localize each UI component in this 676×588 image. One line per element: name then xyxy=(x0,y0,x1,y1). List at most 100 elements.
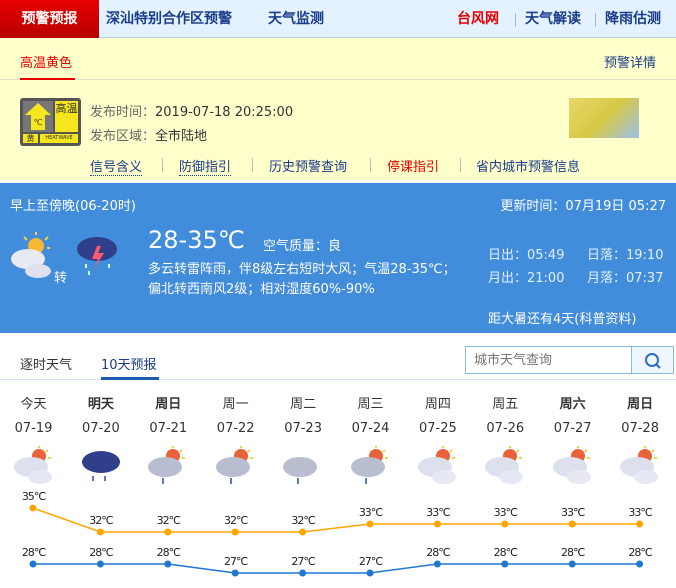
high-temp-label: 33℃ xyxy=(493,506,518,519)
tab-hourly[interactable]: 逐时天气 xyxy=(20,358,73,373)
low-temp-point xyxy=(366,569,374,577)
ten-day-forecast: 今天 07-19 明天 07-20 周日 07-21 周一 07-22 周二 07-23 周三 07-… xyxy=(0,380,676,588)
low-temp-label: 27℃ xyxy=(358,555,383,568)
low-temp-label: 27℃ xyxy=(224,555,248,568)
date-label: 07-28 xyxy=(621,421,659,436)
partly-cloudy-icon xyxy=(539,446,606,490)
link-class-suspension[interactable]: 停课指引 xyxy=(387,160,440,175)
partly-cloudy-icon xyxy=(0,446,67,490)
day-label: 周五 xyxy=(492,397,519,412)
solar-term-link[interactable]: 距大暑还有4天(科普资料) xyxy=(488,312,637,327)
high-temp-point xyxy=(96,528,104,536)
low-temp-line xyxy=(33,563,640,574)
low-temp-point xyxy=(568,560,576,568)
date-label: 07-22 xyxy=(216,421,255,436)
date-label: 07-23 xyxy=(284,421,322,436)
high-temp-point xyxy=(568,520,576,528)
issue-time: 发布时间：2019-07-18 20:25:00 xyxy=(90,105,294,120)
day-label: 周日 xyxy=(627,397,654,412)
low-temp-point xyxy=(299,569,307,577)
high-temp-point xyxy=(366,520,374,528)
moonset: 月落：07:37 xyxy=(587,271,664,286)
current-weather-panel: 早上至傍晚(06-20时) 更新时间：07月19日 05:27 转 28-35℃… xyxy=(0,183,676,333)
low-temp-label: 28℃ xyxy=(493,546,518,559)
nav-warning-forecast[interactable]: 预警预报 xyxy=(0,0,99,38)
divider xyxy=(515,13,516,27)
forecast-tabs: 逐时天气 10天预报 xyxy=(0,340,676,380)
date-label: 07-27 xyxy=(553,421,592,436)
low-temp-point xyxy=(96,560,104,568)
low-temp-point xyxy=(433,560,441,568)
low-temp-label: 28℃ xyxy=(561,546,585,559)
tab-10-day[interactable]: 10天预报 xyxy=(101,358,157,373)
day-label: 周六 xyxy=(559,397,586,412)
high-temp-label: 32℃ xyxy=(156,514,181,527)
low-temp-point xyxy=(164,560,172,568)
search-button[interactable] xyxy=(631,346,674,374)
cloudy-shower-icon xyxy=(270,446,337,490)
warning-detail-link[interactable]: 预警详情 xyxy=(603,56,656,71)
high-temp-point xyxy=(433,520,441,528)
warning-area-map[interactable] xyxy=(569,98,639,138)
high-temp-point xyxy=(231,528,239,536)
date-label: 07-19 xyxy=(14,421,53,436)
divider xyxy=(460,158,461,172)
link-defense-guide[interactable]: 防御指引 xyxy=(179,156,232,176)
high-temp-point xyxy=(164,528,172,536)
date-label: 07-21 xyxy=(149,421,188,436)
high-temp-label: 33℃ xyxy=(561,506,585,519)
high-temp-label: 32℃ xyxy=(224,514,248,527)
tab-indicator xyxy=(20,78,75,80)
tab-indicator xyxy=(101,377,159,380)
day-label: 明天 xyxy=(87,397,114,412)
high-temp-line xyxy=(32,507,640,533)
link-province-warnings[interactable]: 省内城市预警信息 xyxy=(476,160,581,175)
high-temp-point xyxy=(636,520,644,528)
divider xyxy=(0,79,676,80)
nav-monitoring[interactable]: 天气监测 xyxy=(268,11,324,27)
nav-interpretation[interactable]: 天气解读 xyxy=(525,11,581,27)
low-temp-label: 27℃ xyxy=(291,555,315,568)
divider xyxy=(370,158,371,172)
high-temp-point xyxy=(501,520,509,528)
partly-cloudy-icon xyxy=(472,446,539,490)
day-label: 周二 xyxy=(290,397,317,412)
link-history[interactable]: 历史预警查询 xyxy=(269,160,348,175)
city-search-input[interactable] xyxy=(465,346,632,374)
tab-heat-yellow[interactable]: 高温黄色 xyxy=(20,56,73,71)
divider xyxy=(252,158,253,172)
nav-rain-estimate[interactable]: 降雨估测 xyxy=(605,11,661,27)
date-label: 07-25 xyxy=(419,421,457,436)
day-label: 周三 xyxy=(357,397,384,412)
link-signal-meaning[interactable]: 信号含义 xyxy=(90,156,143,176)
divider xyxy=(162,158,163,172)
partly-cloudy-shower-icon xyxy=(202,446,269,490)
period: 早上至傍晚(06-20时) xyxy=(10,199,136,214)
temperature-range: 28-35℃ xyxy=(148,226,245,254)
rain-icon xyxy=(67,446,134,490)
thunder-shower-icon xyxy=(72,231,122,285)
low-temp-label: 28℃ xyxy=(426,546,450,559)
day-label: 周日 xyxy=(155,397,182,412)
low-temp-label: 28℃ xyxy=(89,546,113,559)
date-label: 07-20 xyxy=(82,421,120,436)
partly-cloudy-shower-icon xyxy=(135,446,202,490)
low-temp-point xyxy=(636,560,644,568)
high-temp-label: 33℃ xyxy=(426,506,450,519)
nav-typhoon[interactable]: 台风网 xyxy=(457,11,499,27)
heat-yellow-signal-icon: ℃ 高温 黄 HEATWAVE xyxy=(20,98,81,146)
svg-text:℃: ℃ xyxy=(34,118,43,127)
partly-cloudy-icon xyxy=(404,446,471,490)
air-quality: 空气质量：良 xyxy=(263,239,342,254)
high-temp-label: 33℃ xyxy=(628,506,652,519)
low-temp-label: 28℃ xyxy=(628,546,652,559)
low-temp-point xyxy=(501,560,509,568)
high-temp-point xyxy=(29,504,37,512)
divider xyxy=(595,13,596,27)
weather-desc-2: 偏北转西南风2级；相对湿度60%-90% xyxy=(148,282,375,297)
moonrise: 月出：21:00 xyxy=(488,271,565,286)
high-temp-label: 32℃ xyxy=(89,514,113,527)
nav-shenshan[interactable]: 深汕特别合作区预警 xyxy=(106,11,232,27)
high-temp-label: 35℃ xyxy=(21,490,46,503)
issue-area: 发布区域：全市陆地 xyxy=(90,129,208,144)
